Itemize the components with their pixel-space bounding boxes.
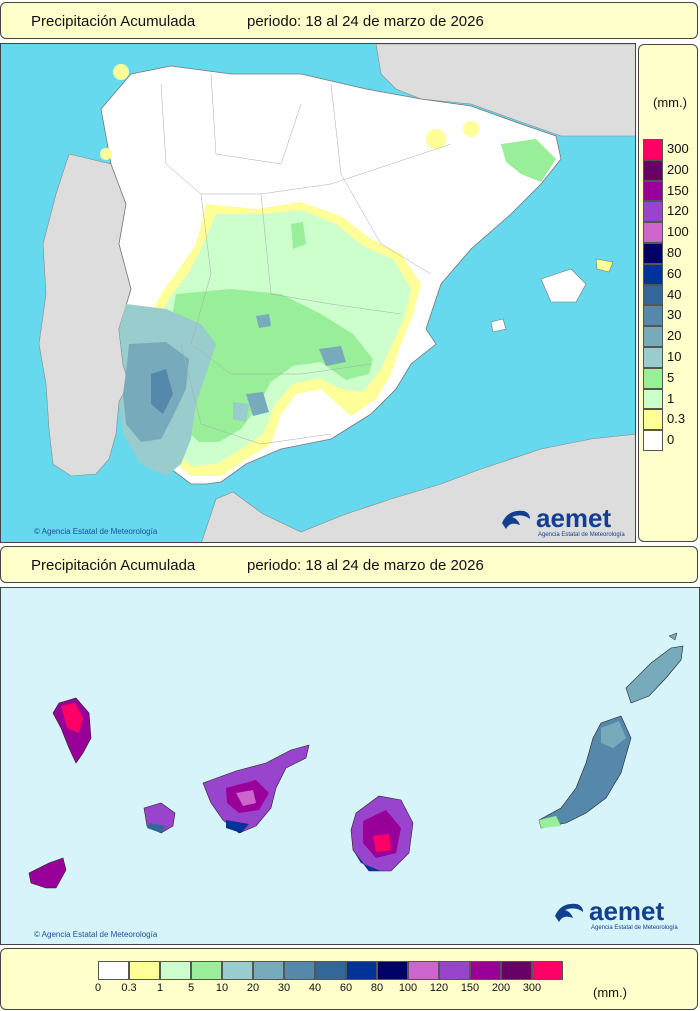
legend-swatch [253,961,284,980]
legend-swatch [643,430,663,451]
horizontal-legend: 0 0.3 1 5 10 20 30 40 60 80 100 120 150 200 300 (mm.) [0,948,698,1010]
vertical-legend: (mm.) 300 200 150 120 100 80 60 40 30 20 10 5 1 0.3 0 [638,44,698,542]
legend-label: 150 [460,982,480,994]
legend-swatch [129,961,160,980]
legend-swatch [643,263,663,285]
canarias-map [0,587,700,945]
legend-label: 5 [667,369,675,385]
legend-label: 0.3 [667,411,686,427]
legend-label: 60 [667,265,682,281]
top-logo: aemet Agencia Estatal de Meteorología [500,503,625,540]
bottom-credit: © Agencia Estatal de Meteorología [34,930,158,939]
bottom-header: Precipitación Acumulada periodo: 18 al 2… [0,546,698,583]
legend-swatch [643,222,663,243]
bottom-logo-subtitle: Agencia Estatal de Meteorología [591,925,678,931]
legend-label: 100 [398,982,418,994]
bottom-logo-text: aemet [589,896,665,926]
legend-swatch [643,388,663,410]
legend-label: 300 [522,982,542,994]
legend-swatch [284,961,315,980]
legend-label: 80 [667,245,682,260]
legend-swatch [532,961,563,980]
legend-swatch [643,347,663,368]
bottom-title: Precipitación Acumulada [31,557,196,574]
legend-swatch [160,961,191,980]
top-header: Precipitación Acumulada periodo: 18 al 2… [0,2,698,39]
legend-swatch [191,961,222,980]
peninsula-map [0,43,636,543]
legend-label: 10 [667,349,682,364]
bottom-logo: aemet Agencia Estatal de Meteorología [553,896,678,933]
legend-swatch [377,961,408,980]
legend-label: 0 [667,432,675,448]
legend-swatch [643,243,663,264]
legend-label: 0 [94,982,102,994]
legend-label: 150 [667,182,689,198]
aemet-logo-icon [555,903,583,922]
legend-label: 120 [667,203,689,219]
legend-swatch [643,367,663,389]
legend-swatch [98,961,129,980]
legend-label: 300 [667,141,689,156]
legend-label: 200 [491,982,511,994]
legend-swatch [643,409,663,431]
legend-label: 5 [187,982,195,994]
legend-label: 30 [667,307,682,323]
legend-label: 30 [277,982,291,994]
top-title: Precipitación Acumulada [31,13,196,30]
legend-label: 100 [667,224,689,240]
legend-swatch [439,961,470,980]
legend-label: 10 [215,982,229,994]
legend-unit-bottom: (mm.) [593,985,627,1000]
bottom-period: periodo: 18 al 24 de marzo de 2026 [247,557,484,574]
top-credit: © Agencia Estatal de Meteorología [34,527,158,536]
legend-label: 200 [667,161,689,177]
legend-swatch [643,201,663,223]
legend-swatch [643,139,663,160]
legend-label: 80 [370,982,384,994]
legend-swatch [315,961,346,980]
legend-swatch [408,961,439,980]
top-logo-subtitle: Agencia Estatal de Meteorología [538,532,625,538]
legend-label: 1 [667,390,675,406]
top-logo-text: aemet [536,503,612,533]
legend-label: 40 [667,286,682,302]
legend-label: 0.3 [121,982,137,994]
legend-swatch [643,305,663,327]
legend-label: 20 [667,328,682,344]
legend-label: 60 [339,982,353,994]
legend-unit: (mm.) [653,95,687,110]
legend-swatch [643,326,663,347]
aemet-logo-icon [502,510,530,529]
legend-swatch [222,961,253,980]
legend-swatch [501,961,532,980]
top-period: periodo: 18 al 24 de marzo de 2026 [247,13,484,30]
legend-swatch [643,159,663,181]
legend-label: 1 [156,982,164,994]
legend-swatch [643,180,663,202]
legend-label: 20 [246,982,260,994]
legend-label: 40 [308,982,322,994]
legend-swatch [470,961,501,980]
legend-swatch [643,284,663,306]
legend-label: 120 [429,982,449,994]
legend-swatch [346,961,377,980]
